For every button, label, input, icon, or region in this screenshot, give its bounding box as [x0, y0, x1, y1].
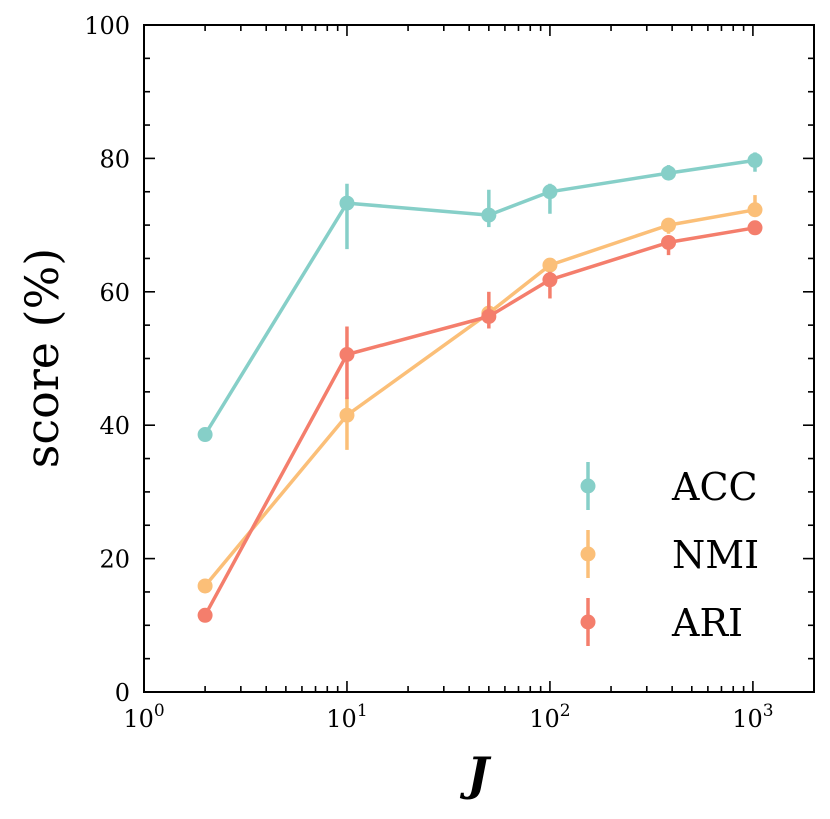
x-tick-label: 103 [732, 701, 773, 733]
y-tick-label: 20 [99, 546, 130, 574]
legend-marker-nmi [580, 546, 596, 562]
data-point-acc [542, 184, 558, 200]
data-point-ari [542, 272, 558, 288]
data-point-ari [197, 607, 213, 623]
x-tick-label: 102 [529, 701, 570, 733]
x-axis-label: J [459, 747, 492, 801]
series-line-ari [203, 226, 756, 617]
data-point-acc [197, 427, 213, 443]
series-line-acc [203, 158, 756, 436]
y-tick-label: 60 [99, 279, 130, 307]
series-line-nmi [203, 208, 756, 588]
x-tick-label: 100 [123, 701, 164, 733]
data-point-ari [339, 346, 355, 362]
y-axis-label: score (%) [15, 248, 69, 469]
data-point-acc [339, 195, 355, 211]
data-point-nmi [747, 202, 763, 218]
legend-label-nmi: NMI [672, 533, 759, 577]
data-point-acc [661, 165, 677, 181]
data-point-acc [747, 152, 763, 168]
plot-frame [143, 24, 815, 693]
data-point-nmi [542, 257, 558, 273]
data-point-acc [481, 207, 497, 223]
legend-label-ari: ARI [671, 601, 743, 645]
data-point-ari [661, 234, 677, 250]
x-tick-label: 101 [326, 701, 367, 733]
y-tick-label: 80 [99, 145, 130, 173]
y-tick-label: 100 [84, 12, 130, 40]
legend: ACC NMI ARI [580, 462, 759, 646]
data-point-ari [747, 220, 763, 236]
data-point-ari [481, 308, 497, 324]
y-tick-label: 40 [99, 412, 130, 440]
data-point-nmi [197, 578, 213, 594]
legend-marker-acc [580, 478, 596, 494]
data-point-nmi [661, 217, 677, 233]
legend-marker-ari [580, 614, 596, 630]
y-tick-label: 0 [115, 679, 130, 707]
data-point-nmi [339, 407, 355, 423]
legend-label-acc: ACC [671, 465, 758, 509]
